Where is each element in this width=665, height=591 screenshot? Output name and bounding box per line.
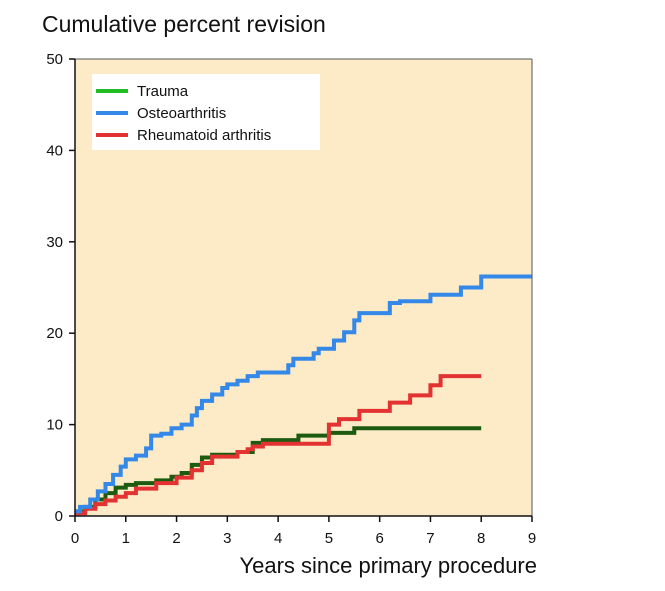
x-tick-label-4: 4 [274, 530, 282, 547]
legend-label-rheumatoid-arthritis: Rheumatoid arthritis [137, 127, 271, 144]
series-layer [75, 274, 532, 516]
y-tick-label-20: 20 [46, 325, 63, 342]
x-tick-label-9: 9 [528, 530, 536, 547]
x-tick-label-8: 8 [477, 530, 485, 547]
x-tick-label-1: 1 [122, 530, 130, 547]
x-tick-label-7: 7 [426, 530, 434, 547]
y-tick-label-40: 40 [46, 142, 63, 159]
x-tick-label-0: 0 [71, 530, 79, 547]
legend-label-trauma: Trauma [137, 83, 189, 100]
chart-title: Cumulative percent revision [42, 11, 326, 37]
x-tick-label-5: 5 [325, 530, 333, 547]
y-tick-label-0: 0 [55, 508, 63, 525]
legend-box [92, 74, 320, 150]
x-axis-label: Years since primary procedure [239, 553, 537, 578]
y-tick-label-30: 30 [46, 234, 63, 251]
y-tick-label-50: 50 [46, 51, 63, 68]
x-tick-label-6: 6 [375, 530, 383, 547]
series-line-rheumatoid-arthritis [75, 374, 482, 516]
axes-layer: 0 1 2 3 4 5 6 7 8 9 0 10 20 30 40 50 [46, 51, 536, 547]
legend: Trauma Osteoarthritis Rheumatoid arthrit… [92, 74, 320, 150]
series-line-osteoarthritis [75, 274, 532, 514]
x-tick-label-3: 3 [223, 530, 231, 547]
x-tick-label-2: 2 [172, 530, 180, 547]
y-tick-label-10: 10 [46, 417, 63, 434]
legend-label-osteoarthritis: Osteoarthritis [137, 105, 226, 122]
